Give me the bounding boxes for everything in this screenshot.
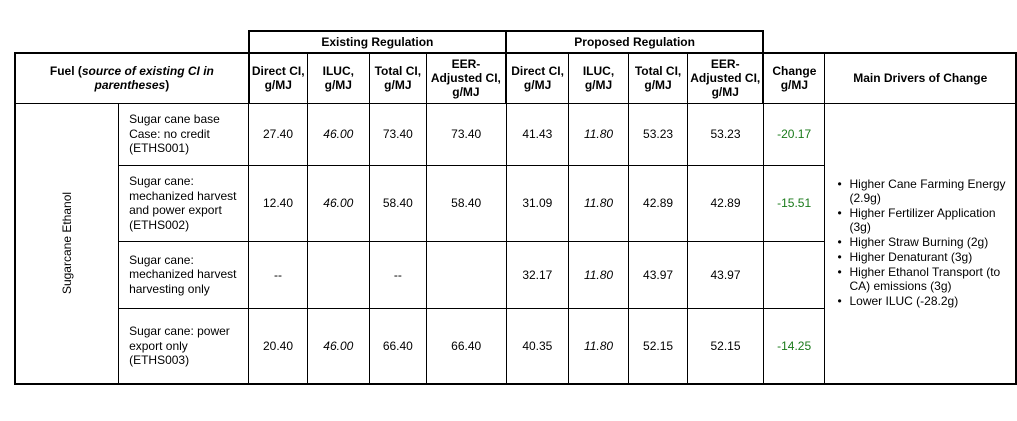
existing-total-ci: 58.40 [368, 164, 427, 242]
existing-iluc: 46.00 [306, 307, 370, 385]
proposed-eer-adjusted: 43.97 [687, 240, 764, 309]
main-drivers-header: Main Drivers of Change [824, 52, 1017, 104]
proposed-eer-adjusted: 42.89 [687, 164, 764, 242]
group-label-cell: Sugarcane Ethanol [14, 102, 120, 385]
proposed-iluc: 11.80 [568, 240, 629, 309]
existing-direct-ci: 12.40 [248, 164, 308, 242]
proposed-total-ci: 53.23 [627, 102, 689, 166]
existing-total-ci: -- [368, 240, 427, 309]
table-row: Sugarcane Ethanol Sugar cane base Case: … [14, 102, 1017, 385]
existing-direct-ci: 20.40 [248, 307, 308, 385]
existing-direct-ci-header: Direct CI, g/MJ [247, 52, 308, 104]
existing-eer-adjusted [425, 240, 507, 309]
existing-iluc: 46.00 [306, 102, 370, 166]
existing-eer-adjusted: 58.40 [425, 164, 507, 242]
fuel-name: Sugar cane: power export only (ETHS003) [118, 307, 250, 385]
fuel-name: Sugar cane: mechanized harvest and power… [118, 164, 250, 242]
ci-comparison-table: Existing Regulation Proposed Regulation … [14, 30, 1017, 385]
driver-item: Higher Straw Burning (2g) [837, 235, 1011, 249]
proposed-iluc: 11.80 [568, 164, 629, 242]
fuel-header-prefix: Fuel ( [49, 64, 82, 79]
existing-iluc-header: ILUC, g/MJ [306, 52, 370, 104]
existing-eer-adjusted: 73.40 [425, 102, 507, 166]
proposed-direct-ci: 31.09 [505, 164, 570, 242]
fuel-header-italic: source of existing CI in parentheses [81, 64, 214, 93]
existing-iluc: 46.00 [306, 164, 370, 242]
proposed-direct-ci-header: Direct CI, g/MJ [505, 52, 570, 104]
existing-direct-ci: -- [248, 240, 308, 309]
driver-item: Higher Cane Farming Energy (2.9g) [837, 177, 1011, 205]
proposed-total-ci: 43.97 [627, 240, 689, 309]
proposed-iluc: 11.80 [568, 307, 629, 385]
proposed-iluc-header: ILUC, g/MJ [568, 52, 629, 104]
fuel-column-header: Fuel (source of existing CI in parenthes… [14, 52, 250, 104]
driver-item: Lower ILUC (-28.2g) [837, 294, 1011, 308]
change-value: -14.25 [762, 307, 826, 385]
change-value [762, 240, 826, 309]
proposed-total-ci: 42.89 [627, 164, 689, 242]
existing-iluc [306, 240, 370, 309]
existing-total-ci: 73.40 [368, 102, 427, 166]
driver-item: Higher Fertilizer Application (3g) [837, 206, 1011, 234]
proposed-eer-adjusted-header: EER-Adjusted CI, g/MJ [687, 52, 765, 104]
fuel-header-suffix: ) [165, 78, 170, 93]
change-value: -15.51 [762, 164, 826, 242]
proposed-total-ci-header: Total CI, g/MJ [627, 52, 689, 104]
proposed-regulation-header: Proposed Regulation [505, 30, 765, 54]
table-row: Sugar cane: power export only (ETHS003) … [15, 307, 1016, 385]
existing-total-ci: 66.40 [368, 307, 427, 385]
proposed-total-ci: 52.15 [627, 307, 689, 385]
ci-comparison-table-wrapper: Existing Regulation Proposed Regulation … [14, 30, 1017, 385]
existing-regulation-header: Existing Regulation [247, 30, 508, 54]
driver-item: Higher Denaturant (3g) [837, 250, 1011, 264]
proposed-eer-adjusted: 53.23 [687, 102, 764, 166]
proposed-direct-ci: 40.35 [505, 307, 570, 385]
header-blank [15, 31, 249, 53]
change-value: -20.17 [762, 102, 826, 166]
proposed-direct-ci: 41.43 [505, 102, 570, 166]
driver-item: Higher Ethanol Transport (to CA) emissio… [837, 265, 1011, 293]
existing-direct-ci: 27.40 [248, 102, 308, 166]
existing-total-ci-header: Total CI, g/MJ [368, 52, 427, 104]
table-row: Sugar cane: mechanized harvest and power… [15, 164, 1016, 242]
proposed-direct-ci: 32.17 [505, 240, 570, 309]
fuel-name: Sugar cane: mechanized harvest harvestin… [118, 240, 250, 309]
proposed-iluc: 11.80 [568, 102, 629, 166]
existing-eer-adjusted: 66.40 [425, 307, 507, 385]
group-label: Sugarcane Ethanol [60, 192, 75, 295]
header-blank-right [763, 31, 1016, 53]
main-drivers-cell: Higher Cane Farming Energy (2.9g) Higher… [824, 102, 1017, 385]
table-row: Sugar cane: mechanized harvest harvestin… [15, 240, 1016, 309]
drivers-list: Higher Cane Farming Energy (2.9g) Higher… [829, 177, 1011, 308]
proposed-eer-adjusted: 52.15 [687, 307, 764, 385]
change-header: Change g/MJ [762, 52, 826, 104]
existing-eer-adjusted-header: EER-Adjusted CI, g/MJ [425, 52, 507, 104]
fuel-name: Sugar cane base Case: no credit (ETHS001… [118, 102, 250, 166]
